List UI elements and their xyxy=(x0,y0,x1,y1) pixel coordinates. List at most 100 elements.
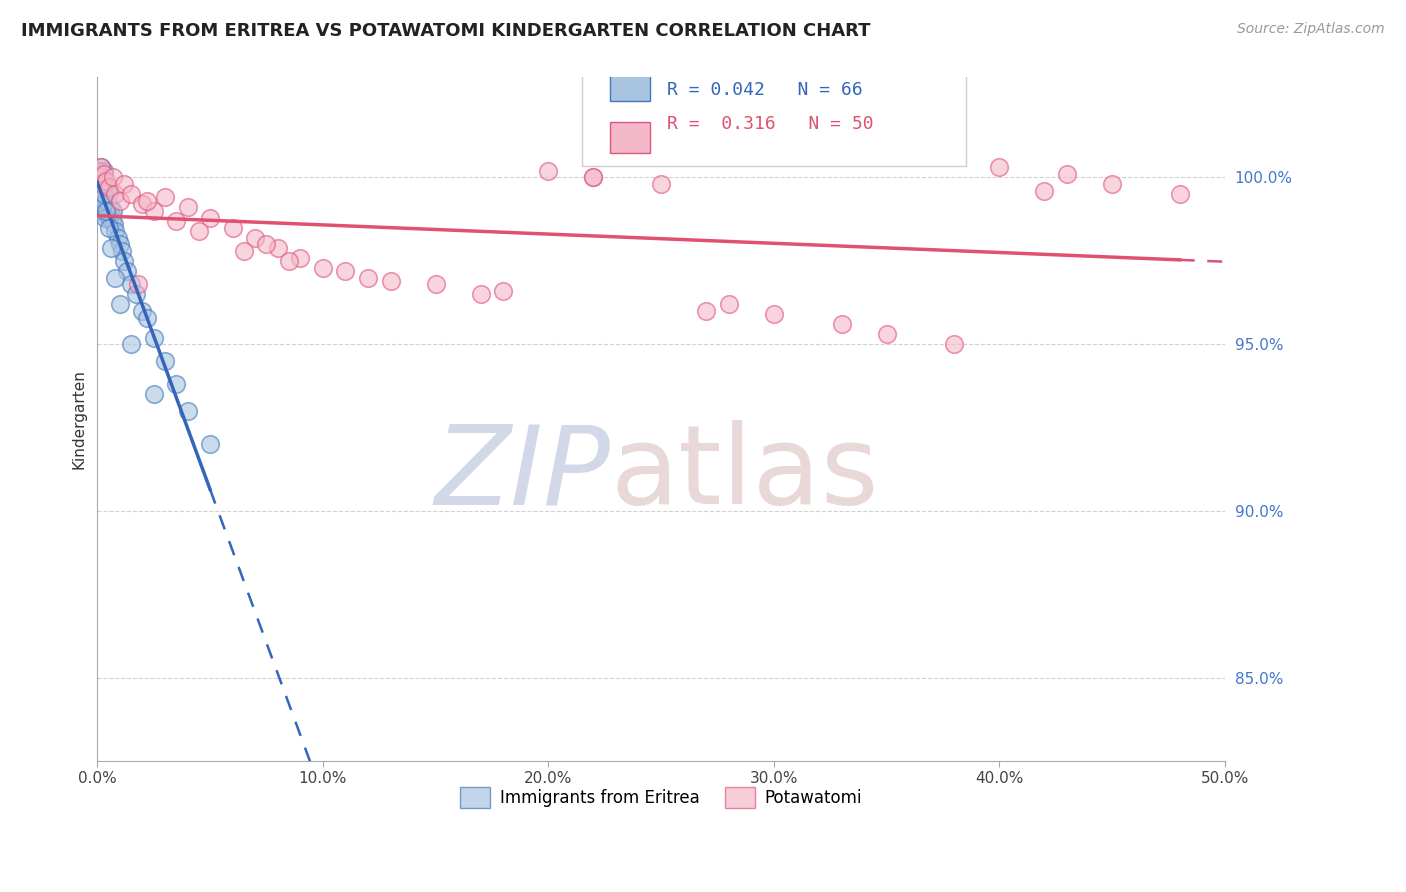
Point xyxy=(103,217,125,231)
FancyBboxPatch shape xyxy=(582,57,966,166)
Point xyxy=(335,264,357,278)
Point xyxy=(176,201,198,215)
Point xyxy=(112,253,135,268)
Point xyxy=(89,167,111,181)
Point xyxy=(97,180,120,194)
Y-axis label: Kindergarten: Kindergarten xyxy=(72,369,86,469)
Point xyxy=(470,287,492,301)
Point xyxy=(90,194,112,208)
Point xyxy=(198,211,221,225)
Point xyxy=(131,304,153,318)
Point xyxy=(90,161,112,175)
Point xyxy=(89,187,111,202)
Point xyxy=(94,190,117,204)
Point xyxy=(1168,187,1191,202)
Point xyxy=(127,277,149,292)
Point xyxy=(762,307,785,321)
Point xyxy=(93,203,115,218)
Point xyxy=(93,187,115,202)
Point xyxy=(1033,184,1056,198)
Point xyxy=(96,203,118,218)
Point xyxy=(98,201,121,215)
FancyBboxPatch shape xyxy=(610,122,650,153)
Point xyxy=(107,230,129,244)
Point xyxy=(198,437,221,451)
Point xyxy=(278,253,301,268)
Point xyxy=(1101,177,1123,191)
Point xyxy=(100,207,122,221)
Point xyxy=(695,304,717,318)
Point xyxy=(101,170,124,185)
Point xyxy=(104,224,127,238)
Point xyxy=(104,270,127,285)
Point xyxy=(425,277,447,292)
Point xyxy=(142,387,165,401)
Point xyxy=(104,187,127,202)
Point xyxy=(87,177,110,191)
Point xyxy=(153,354,176,368)
Point xyxy=(101,203,124,218)
Point xyxy=(89,180,111,194)
Point xyxy=(492,284,515,298)
Point xyxy=(988,161,1011,175)
Point xyxy=(90,184,112,198)
Point xyxy=(245,230,267,244)
Point xyxy=(165,377,187,392)
Point xyxy=(90,177,112,191)
Point xyxy=(131,197,153,211)
Point xyxy=(90,190,112,204)
Point xyxy=(93,180,115,194)
Point xyxy=(89,184,111,198)
Point xyxy=(91,167,114,181)
Point xyxy=(136,194,159,208)
Text: R =  0.316   N = 50: R = 0.316 N = 50 xyxy=(666,115,873,133)
Point xyxy=(125,287,148,301)
Point xyxy=(232,244,254,258)
Point xyxy=(357,270,380,285)
Point xyxy=(312,260,335,275)
Point xyxy=(101,214,124,228)
Point xyxy=(94,177,117,191)
Point xyxy=(108,297,131,311)
Text: Source: ZipAtlas.com: Source: ZipAtlas.com xyxy=(1237,22,1385,37)
Point xyxy=(290,251,312,265)
Point xyxy=(89,170,111,185)
Point xyxy=(582,170,605,185)
Point xyxy=(89,170,111,185)
Point xyxy=(142,330,165,344)
Point xyxy=(97,211,120,225)
Point xyxy=(89,174,111,188)
Point xyxy=(108,237,131,252)
Point xyxy=(91,187,114,202)
Point xyxy=(717,297,740,311)
Point xyxy=(89,163,111,178)
Point xyxy=(96,184,118,198)
Point xyxy=(136,310,159,325)
Point xyxy=(93,163,115,178)
Text: R = 0.042   N = 66: R = 0.042 N = 66 xyxy=(666,81,862,99)
Legend: Immigrants from Eritrea, Potawatomi: Immigrants from Eritrea, Potawatomi xyxy=(453,780,869,814)
Point xyxy=(90,190,112,204)
Point xyxy=(153,190,176,204)
Point xyxy=(91,197,114,211)
Point xyxy=(96,174,118,188)
Point xyxy=(187,224,209,238)
Point xyxy=(115,264,138,278)
Point xyxy=(108,194,131,208)
Point xyxy=(90,203,112,218)
Point xyxy=(87,163,110,178)
Point xyxy=(96,203,118,218)
Point xyxy=(380,274,402,288)
Point xyxy=(90,174,112,188)
Point xyxy=(876,327,898,342)
Point xyxy=(120,187,142,202)
Text: IMMIGRANTS FROM ERITREA VS POTAWATOMI KINDERGARTEN CORRELATION CHART: IMMIGRANTS FROM ERITREA VS POTAWATOMI KI… xyxy=(21,22,870,40)
Point xyxy=(93,167,115,181)
Point xyxy=(943,337,966,351)
Point xyxy=(93,201,115,215)
Point xyxy=(267,240,290,254)
Point xyxy=(1056,167,1078,181)
Point xyxy=(221,220,243,235)
Point xyxy=(94,207,117,221)
Point xyxy=(90,161,112,175)
